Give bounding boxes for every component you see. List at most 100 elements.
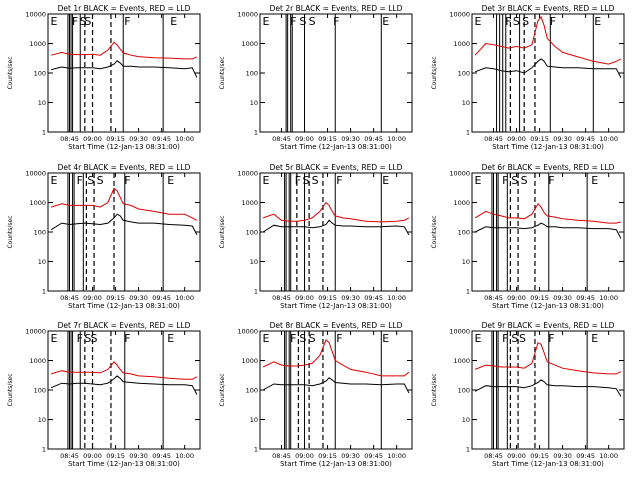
event-marker: E	[263, 174, 270, 187]
x-tick-label: 09:30	[553, 294, 572, 302]
x-tick-label: 09:45	[152, 294, 171, 302]
y-tick-label: 1	[254, 288, 258, 296]
series-line-black	[262, 219, 410, 236]
x-tick-label: 09:15	[530, 135, 549, 143]
event-marker: E	[594, 15, 601, 28]
event-marker: E	[51, 174, 58, 187]
x-tick-label: 08:45	[484, 135, 503, 143]
x-tick-label: 09:45	[576, 294, 595, 302]
series-line-red	[262, 339, 410, 377]
event-marker: S	[513, 15, 520, 28]
y-tick-label: 1000	[29, 40, 46, 48]
y-tick-label: 10000	[237, 170, 258, 178]
x-tick-label: 09:30	[341, 135, 360, 143]
series-line-red	[50, 41, 198, 60]
y-tick-label: 100	[246, 70, 258, 78]
series-line-black	[474, 379, 622, 397]
y-tick-label: 1000	[453, 40, 470, 48]
event-marker: F	[77, 174, 83, 187]
x-tick-label: 10:00	[175, 135, 194, 143]
x-tick-label: 09:45	[364, 452, 383, 460]
y-tick-label: 1	[42, 446, 46, 454]
x-tick-label: 09:00	[295, 135, 314, 143]
event-marker: F	[336, 174, 342, 187]
y-tick-label: 1000	[241, 40, 258, 48]
x-tick-label: 08:45	[60, 294, 79, 302]
y-tick-label: 1000	[453, 199, 470, 207]
event-marker: E	[382, 15, 389, 28]
y-tick-label: 10000	[25, 328, 46, 336]
y-tick-label: 1	[254, 129, 258, 137]
x-tick-label: 09:15	[318, 294, 337, 302]
y-tick-label: 10000	[237, 11, 258, 19]
y-tick-label: 1000	[241, 357, 258, 365]
x-tick-label: 09:45	[152, 452, 171, 460]
x-tick-label: 09:00	[507, 294, 526, 302]
series-line-red	[474, 341, 622, 375]
x-tick-label: 09:00	[507, 452, 526, 460]
x-tick-label: 10:00	[599, 452, 618, 460]
x-tick-label: 10:00	[175, 452, 194, 460]
y-tick-label: 10	[38, 99, 46, 107]
x-tick-label: 09:30	[341, 452, 360, 460]
event-marker: S	[302, 174, 309, 187]
x-tick-label: 08:45	[272, 452, 291, 460]
y-tick-label: 100	[34, 229, 46, 237]
y-axis-label: Counts/sec	[219, 373, 226, 406]
y-tick-label: 100	[458, 70, 470, 78]
y-tick-label: 100	[34, 70, 46, 78]
event-marker: E	[475, 174, 482, 187]
x-axis-label: Start Time (12-Jan-13 08:31:00)	[492, 460, 604, 468]
y-tick-label: 10	[38, 258, 46, 266]
panel-title: Det 3r BLACK = Events, RED = LLD	[482, 4, 615, 13]
event-marker: E	[51, 15, 58, 28]
x-tick-label: 08:45	[60, 452, 79, 460]
y-tick-label: 10	[462, 258, 470, 266]
panel-title: Det 8r BLACK = Events, RED = LLD	[270, 321, 403, 330]
series-line-red	[474, 15, 622, 65]
y-tick-label: 1000	[453, 357, 470, 365]
x-tick-label: 08:45	[272, 135, 291, 143]
event-marker: S	[84, 15, 91, 28]
x-tick-label: 10:00	[599, 135, 618, 143]
plot-frame	[471, 172, 625, 292]
y-axis-label: Counts/sec	[431, 373, 438, 406]
event-marker: F	[548, 332, 554, 345]
event-marker: E	[382, 332, 389, 345]
y-tick-label: 1	[466, 129, 470, 137]
event-marker: F	[124, 174, 130, 187]
event-marker: S	[309, 15, 316, 28]
event-marker: E	[167, 332, 174, 345]
y-axis-label: Counts/sec	[7, 56, 14, 89]
x-tick-label: 09:15	[106, 135, 125, 143]
event-marker: F	[550, 15, 556, 28]
plot-frame	[259, 13, 413, 133]
x-tick-label: 09:30	[129, 294, 148, 302]
y-tick-label: 10	[462, 416, 470, 424]
y-tick-label: 10	[38, 416, 46, 424]
y-tick-label: 1000	[241, 199, 258, 207]
x-tick-label: 09:15	[530, 294, 549, 302]
panel-title: Det 1r BLACK = Events, RED = LLD	[58, 4, 191, 13]
event-marker: F	[72, 15, 78, 28]
event-marker: E	[167, 174, 174, 187]
x-tick-label: 09:00	[83, 135, 102, 143]
y-tick-label: 1000	[29, 199, 46, 207]
event-marker: S	[84, 332, 91, 345]
y-tick-label: 100	[458, 387, 470, 395]
x-tick-label: 10:00	[387, 135, 406, 143]
x-tick-label: 10:00	[387, 294, 406, 302]
event-marker: S	[511, 332, 518, 345]
event-marker: S	[521, 174, 528, 187]
x-tick-label: 09:45	[364, 294, 383, 302]
x-tick-label: 09:00	[83, 452, 102, 460]
x-tick-label: 09:15	[318, 452, 337, 460]
event-marker: F	[124, 332, 130, 345]
